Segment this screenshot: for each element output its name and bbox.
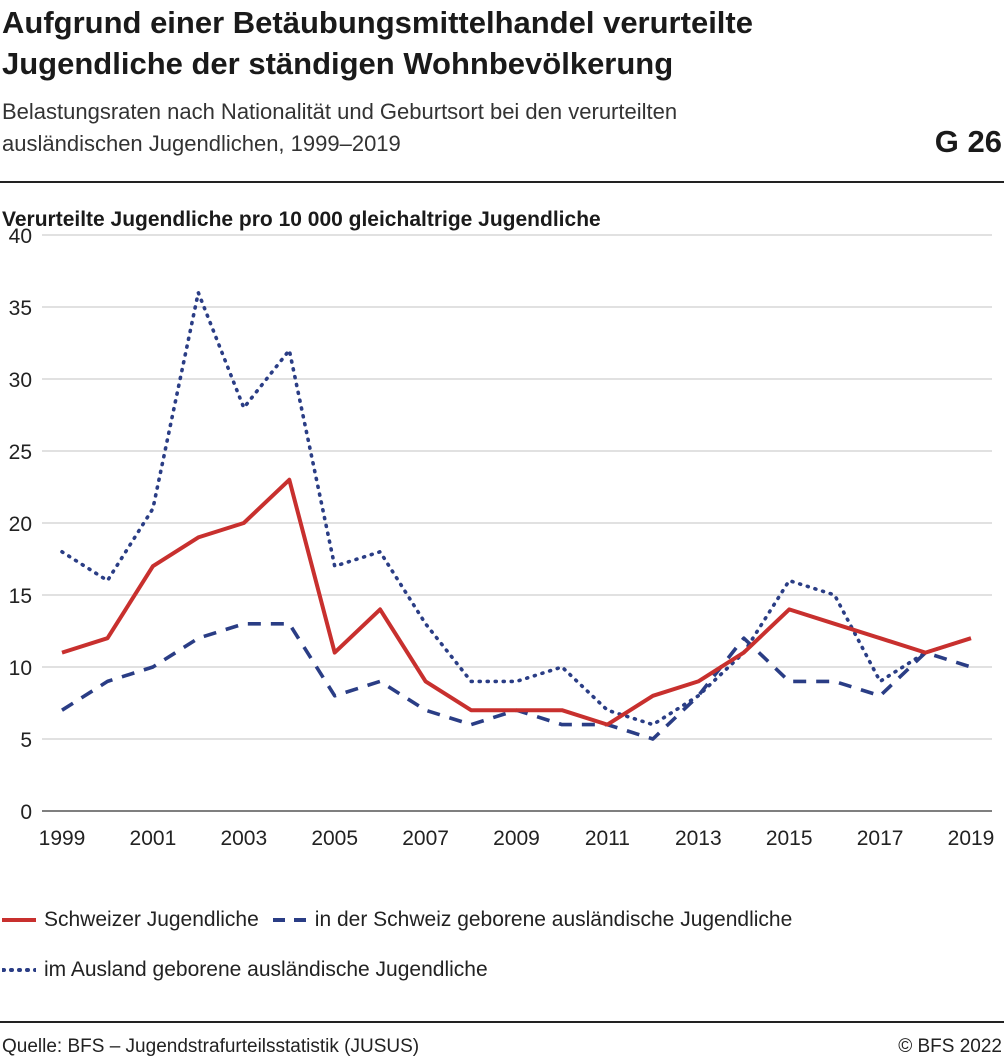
legend-swatch-solid	[2, 918, 36, 922]
x-tick-label: 2011	[585, 827, 630, 850]
chart-subtitle-line-2: ausländischen Jugendlichen, 1999–2019	[2, 131, 401, 156]
y-tick-label: 30	[9, 369, 32, 392]
x-tick-label: 2019	[948, 827, 995, 850]
line-chart: 0 5 10 15 20 25 30 35 40 1999 2001 2003 2005 2007 200…	[9, 225, 995, 850]
chart-title: Aufgrund einer Betäubungsmittelhandel ve…	[2, 2, 992, 84]
copyright: © BFS 2022	[898, 1036, 1002, 1057]
chart-series-lines	[60, 290, 973, 741]
chart-gridlines	[42, 234, 992, 812]
series-line-dotted	[60, 290, 973, 727]
source-note: Quelle: BFS – Jugendstrafurteilsstatisti…	[2, 1036, 420, 1057]
y-tick-label: 40	[9, 225, 32, 248]
x-tick-label: 2001	[130, 827, 177, 850]
legend-row-2: im Ausland geborene ausländische Jugendl…	[2, 945, 1002, 995]
y-tick-label: 35	[9, 297, 32, 320]
chart-subtitle-line-1: Belastungsraten nach Nationalität und Ge…	[2, 99, 678, 124]
chart-title-line-2: Jugendliche der ständigen Wohnbevölkerun…	[2, 46, 674, 81]
legend-item-schweizer: Schweizer Jugendliche	[2, 908, 259, 932]
y-tick-label: 10	[9, 657, 32, 680]
legend-swatch-dotted	[2, 968, 36, 972]
y-axis-label: Verurteilte Jugendliche pro 10 000 gleic…	[2, 208, 601, 231]
x-tick-label: 2009	[493, 827, 540, 850]
y-tick-label: 0	[20, 801, 32, 824]
series-line-solid	[61, 477, 972, 727]
legend-swatch-dashed	[272, 918, 307, 922]
x-tick-label: 2017	[857, 827, 904, 850]
x-tick-label: 2015	[766, 827, 813, 850]
legend-label-ausland-geboren: im Ausland geborene ausländische Jugendl…	[44, 958, 488, 981]
x-tick-label: 2007	[402, 827, 449, 850]
legend-row-1: Schweizer Jugendliche in der Schweiz geb…	[2, 895, 1002, 945]
chart-title-line-1: Aufgrund einer Betäubungsmittelhandel ve…	[2, 5, 753, 40]
x-tick-label: 2005	[311, 827, 358, 850]
x-tick-label: 2013	[675, 827, 722, 850]
legend-item-schweiz-geboren: in der Schweiz geborene ausländische Jug…	[272, 908, 793, 932]
x-axis-ticks: 1999 2001 2003 2005 2007 2009 2011 2013 2015 2017…	[39, 827, 995, 850]
series-line-dashed	[61, 621, 972, 741]
graphic-number: G 26	[934, 124, 1002, 159]
y-tick-label: 5	[20, 729, 32, 752]
y-tick-label: 25	[9, 441, 32, 464]
legend-label-schweiz-geboren: in der Schweiz geborene ausländische Jug…	[314, 908, 793, 931]
chart-subtitle: Belastungsraten nach Nationalität und Ge…	[2, 96, 882, 160]
x-tick-label: 1999	[39, 827, 86, 850]
y-tick-label: 20	[9, 513, 32, 536]
legend-label-schweizer: Schweizer Jugendliche	[44, 908, 259, 931]
y-tick-label: 15	[9, 585, 32, 608]
legend-item-ausland-geboren: im Ausland geborene ausländische Jugendl…	[2, 958, 488, 982]
y-axis-ticks: 0 5 10 15 20 25 30 35 40	[9, 225, 32, 824]
footer-rule	[0, 1021, 1004, 1023]
x-tick-label: 2003	[220, 827, 267, 850]
legend: Schweizer Jugendliche in der Schweiz geb…	[2, 895, 1002, 995]
header-rule	[0, 181, 1004, 183]
